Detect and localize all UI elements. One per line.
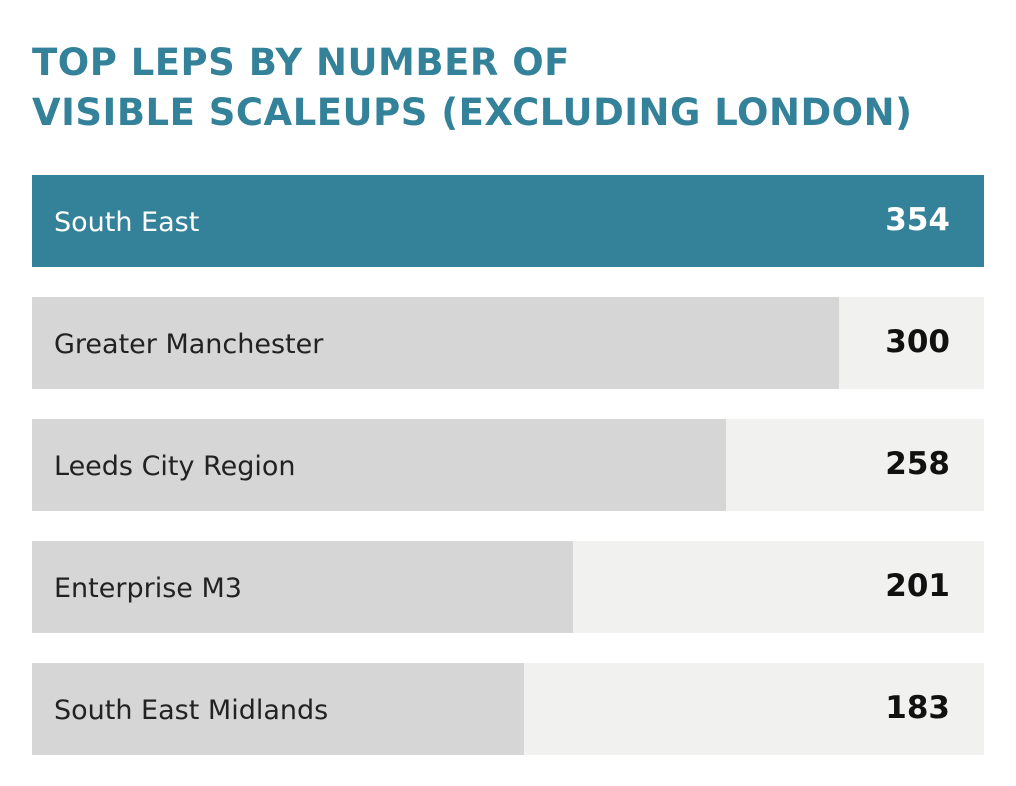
data-label: 183 — [885, 690, 950, 726]
chart-title-line-1: TOP LEPS BY NUMBER OF — [32, 41, 570, 84]
bar — [32, 663, 524, 755]
bar — [32, 175, 984, 267]
chart-title: TOP LEPS BY NUMBER OF VISIBLE SCALEUPS (… — [32, 38, 913, 138]
category-label: Leeds City Region — [54, 451, 296, 482]
bar — [32, 297, 839, 389]
data-label: 354 — [885, 202, 950, 238]
category-label: South East — [54, 207, 199, 238]
category-label: Enterprise M3 — [54, 573, 242, 604]
data-label: 201 — [885, 568, 950, 604]
bar — [32, 419, 726, 511]
category-label: Greater Manchester — [54, 329, 324, 360]
data-label: 258 — [885, 446, 950, 482]
bar — [32, 541, 573, 633]
chart-title-line-2: VISIBLE SCALEUPS (EXCLUDING LONDON) — [32, 91, 913, 134]
category-label: South East Midlands — [54, 695, 328, 726]
data-label: 300 — [885, 324, 950, 360]
